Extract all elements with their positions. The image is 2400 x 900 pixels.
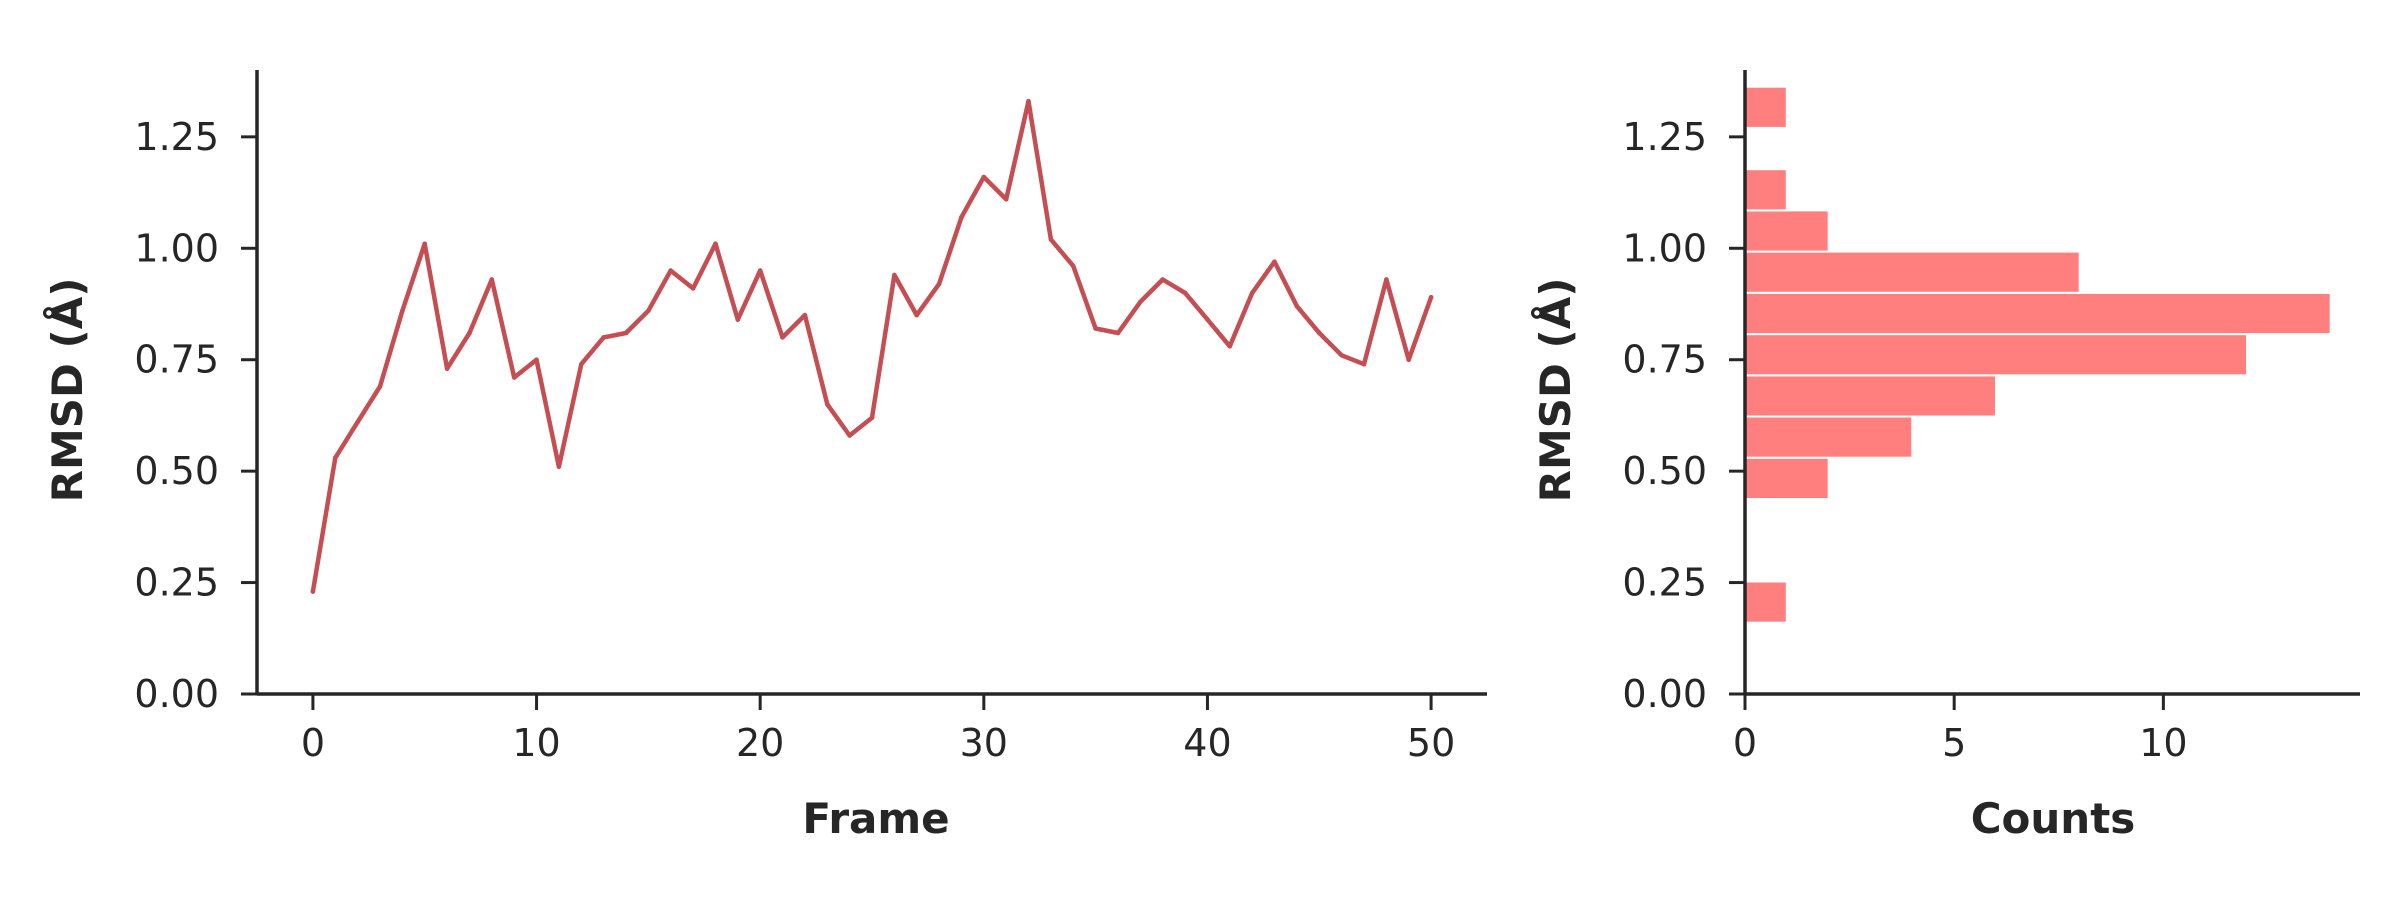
data-point (1093, 326, 1098, 331)
line-y-tick-label: 0.50 (134, 449, 219, 493)
line-ylabel: RMSD (Å) (42, 278, 92, 503)
hist-xlabel: Counts (1971, 794, 2136, 843)
data-point (914, 312, 919, 318)
data-point (601, 335, 606, 340)
data-point (1115, 330, 1121, 336)
hist-y-tick-label: 1.00 (1622, 226, 1707, 270)
data-point (735, 317, 741, 322)
data-point (1071, 263, 1076, 269)
data-point (936, 281, 942, 287)
data-point (355, 419, 360, 425)
hist-y-tick-label: 0.25 (1622, 561, 1707, 605)
data-point (1249, 290, 1255, 296)
data-point (579, 361, 584, 367)
data-point (780, 335, 785, 340)
data-point (1205, 317, 1210, 322)
data-point (825, 402, 830, 407)
data-point (1227, 344, 1233, 349)
data-point (713, 241, 718, 247)
data-point (556, 464, 562, 470)
data-point (869, 415, 875, 421)
rmsd-series-line (310, 98, 1434, 594)
line-xlabel: Frame (802, 794, 949, 843)
data-point (690, 286, 696, 291)
data-point (1182, 290, 1188, 296)
data-point (444, 366, 450, 371)
histogram-bar (1744, 291, 2332, 336)
line-y-tick-label: 0.75 (134, 338, 219, 382)
hist-y-tick-label: 0.00 (1622, 672, 1707, 716)
histogram-bar (1744, 250, 2081, 294)
data-point (310, 589, 316, 594)
hist-y-tick-label: 0.75 (1622, 338, 1707, 382)
data-point (422, 241, 428, 247)
data-point (1384, 277, 1389, 282)
data-point (892, 272, 897, 278)
data-point (847, 433, 852, 438)
data-point (1272, 259, 1277, 265)
data-point (1428, 295, 1434, 300)
line-y-tick-label: 0.25 (134, 561, 219, 605)
histogram-bar (1744, 580, 1788, 624)
rmsd-histogram-panel: RMSD (Å) Counts 0 5 10 0.00 0.25 0.50 0.75 1.00… (1530, 70, 2360, 843)
data-point (1138, 299, 1143, 305)
hist-x-tick-label: 0 (1733, 721, 1757, 765)
hist-y-tick-label: 1.25 (1622, 115, 1707, 159)
line-x-tick-label: 30 (960, 721, 1008, 765)
histogram-bar (1744, 374, 1997, 418)
data-point (1294, 303, 1300, 309)
histogram-bar (1744, 456, 1830, 500)
data-point (377, 384, 383, 389)
data-point (959, 214, 964, 220)
line-x-tick-label: 0 (301, 721, 325, 765)
data-point (757, 268, 763, 273)
line-x-tick-label: 50 (1407, 721, 1455, 765)
hist-x-tick-label: 10 (2139, 721, 2187, 765)
data-point (623, 330, 629, 336)
line-y-tick-label: 0.00 (134, 672, 219, 716)
data-point (646, 308, 651, 314)
data-point (1003, 197, 1009, 202)
histogram-bar (1744, 168, 1788, 212)
hist-x-tick-label: 5 (1942, 721, 1966, 765)
histogram-bar (1744, 209, 1830, 253)
data-point (1317, 330, 1322, 336)
hist-y-tick-label: 0.50 (1622, 449, 1707, 493)
line-x-tick-label: 40 (1183, 721, 1231, 765)
line-y-tick-label: 1.00 (134, 226, 219, 270)
data-point (1160, 277, 1165, 282)
data-point (1361, 361, 1367, 367)
histogram-bar (1744, 333, 2248, 377)
data-point (981, 174, 987, 180)
histogram-bar (1744, 85, 1788, 129)
histogram-bar (1744, 415, 1914, 459)
data-point (1048, 237, 1054, 242)
data-point (1339, 353, 1344, 358)
data-point (400, 308, 405, 314)
data-point (489, 277, 495, 282)
data-point (1406, 357, 1411, 363)
line-x-tick-label: 10 (512, 721, 560, 765)
data-point (333, 455, 338, 461)
line-y-tick-label: 1.25 (134, 115, 219, 159)
data-point (511, 375, 517, 380)
data-point (1026, 98, 1031, 104)
data-point (534, 357, 539, 363)
data-point (668, 268, 673, 273)
line-x-tick-label: 20 (736, 721, 784, 765)
hist-ylabel: RMSD (Å) (1530, 278, 1580, 503)
data-point (467, 330, 472, 336)
data-point (802, 312, 808, 318)
rmsd-line-panel: RMSD (Å) Frame 0 10 20 30 40 50 0.00 0.25 0.50 0.… (42, 70, 1487, 843)
